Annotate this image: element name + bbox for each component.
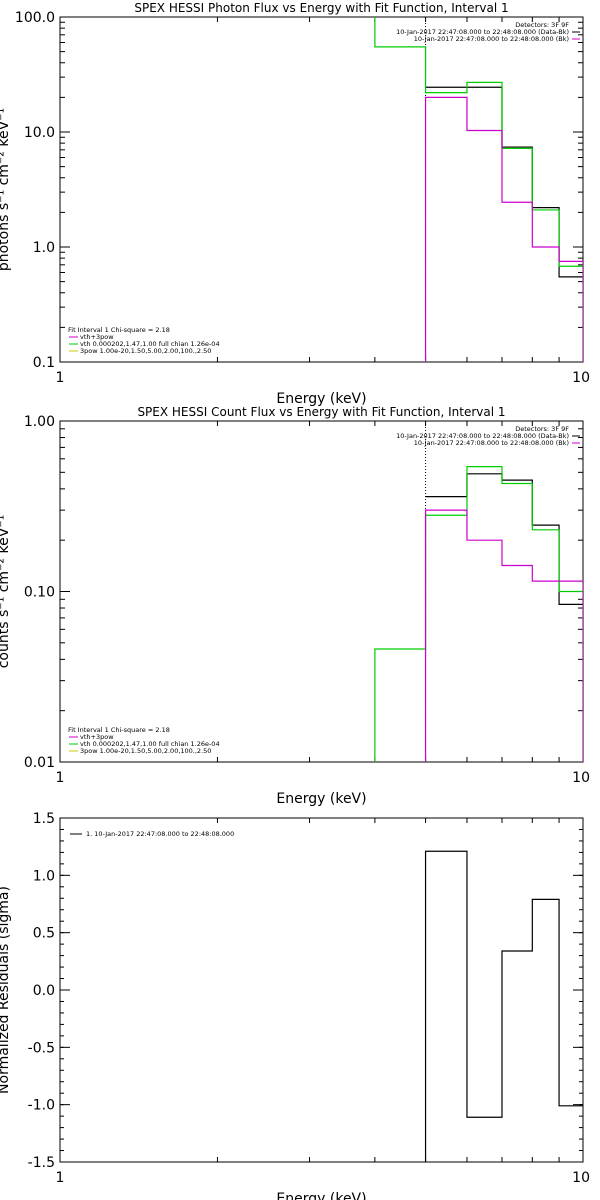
y-tick-label: 100.0 (15, 10, 55, 26)
chart-title: SPEX HESSI Photon Flux vs Energy with Fi… (134, 1, 508, 15)
fit-legend-line: 3pow 1.00e-20,1.50,5.00,2.00,100.,2.50 (80, 347, 211, 355)
fit-legend-line: vth+3pow (80, 733, 114, 741)
info-line: 10-Jan-2017 22:47:08.000 to 22:48:08.000… (414, 439, 569, 447)
series-2-histogram (374, 466, 583, 762)
y-tick-label: 1.0 (33, 240, 55, 256)
x-tick-label: 10 (572, 370, 590, 386)
y-tick-label: -0.5 (28, 1040, 55, 1056)
series-1-histogram (424, 850, 583, 1162)
y-tick-label: -1.5 (28, 1155, 55, 1171)
series-3-histogram (424, 96, 583, 362)
info-line: Detectors: 3F 9F (515, 21, 569, 29)
series-3-histogram (424, 509, 583, 762)
y-tick-label: 1.00 (24, 414, 55, 430)
plot-frame (59, 420, 584, 763)
data-area (424, 850, 583, 1162)
fit-legend-line: Fit Interval 1 Chi-square = 2.18 (68, 326, 170, 334)
legend-entry: 1. 10-Jan-2017 22:47:08.000 to 22:48:08.… (86, 830, 234, 838)
x-axis-label: Energy (keV) (276, 791, 366, 807)
info-line: 10-Jan-2017 22:47:08.000 to 22:48:08.000… (396, 28, 569, 36)
y-axis-label: photons s⁻¹ cm⁻² keV⁻¹ (0, 108, 12, 271)
y-tick-label: 0.1 (33, 355, 55, 371)
y-tick-label: 1.5 (33, 811, 55, 827)
fit-legend-line: 3pow 1.00e-20,1.50,5.00,2.00,100.,2.50 (80, 747, 211, 755)
y-tick-label: 1.0 (33, 868, 55, 884)
info-line: 10-Jan-2017 22:47:08.000 to 22:48:08.000… (396, 432, 569, 440)
fit-legend-line: Fit Interval 1 Chi-square = 2.18 (68, 726, 170, 734)
info-line: 10-Jan-2017 22:47:08.000 to 22:48:08.000… (414, 35, 569, 43)
x-tick-label: 10 (572, 770, 590, 786)
x-axis-label: Energy (keV) (276, 1191, 366, 1200)
data-area (374, 421, 583, 762)
data-area (374, 17, 583, 362)
plot-frame (59, 817, 584, 1163)
fit-legend-line: vth 0.000202,1.47,1.00 full chian 1.26e-… (80, 740, 220, 748)
y-axis-label: counts s⁻¹ cm⁻² keV⁻¹ (0, 515, 12, 669)
panel-1: SPEX HESSI Photon Flux vs Energy with Fi… (0, 1, 590, 407)
x-tick-label: 1 (56, 1170, 65, 1186)
series-2-histogram (374, 17, 583, 267)
x-tick-label: 1 (56, 770, 65, 786)
x-tick-label: 1 (56, 370, 65, 386)
y-tick-label: 10.0 (24, 125, 55, 141)
y-tick-label: 0.0 (33, 983, 55, 999)
fit-legend-line: vth 0.000202,1.47,1.00 full chian 1.26e-… (80, 340, 220, 348)
y-tick-label: -1.0 (28, 1098, 55, 1114)
panel-2: SPEX HESSI Count Flux vs Energy with Fit… (0, 405, 590, 807)
panel-3: 1 10 Energy (keV) -1.5 -1.0 -0.5 0.0 0.5 1.0 1.5 N… (0, 811, 590, 1200)
y-tick-label: 0.10 (24, 585, 55, 601)
y-axis-label: Normalized Residuals (sigma) (0, 886, 12, 1094)
y-tick-label: 0.01 (24, 755, 55, 771)
fit-legend-line: vth+3pow (80, 333, 114, 341)
plot-frame (59, 16, 584, 363)
info-line: Detectors: 3F 9F (515, 425, 569, 433)
x-tick-label: 10 (572, 1170, 590, 1186)
x-axis-label: Energy (keV) (276, 391, 366, 407)
y-tick-label: 0.5 (33, 926, 55, 942)
chart-title: SPEX HESSI Count Flux vs Energy with Fit… (137, 405, 505, 419)
